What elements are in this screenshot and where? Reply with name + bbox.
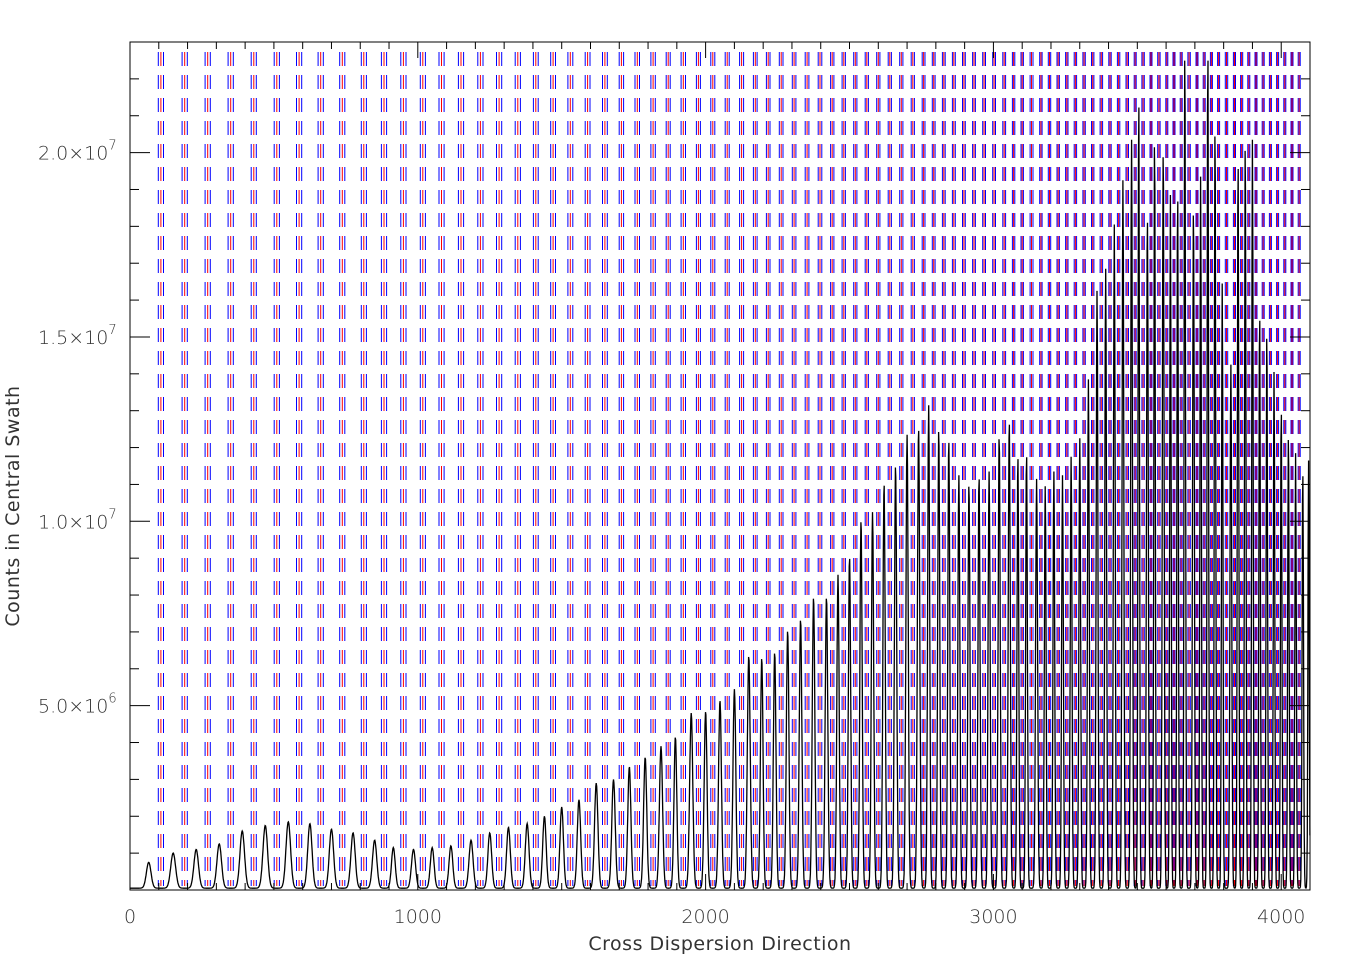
x-axis-title: Cross Dispersion Direction — [588, 933, 851, 955]
x-tick-label: 3000 — [969, 906, 1017, 928]
x-tick-label: 0 — [124, 906, 136, 928]
x-tick-labels: 0 1000 2000 3000 4000 — [124, 906, 1305, 928]
x-tick-label: 1000 — [394, 906, 442, 928]
x-tick-label: 4000 — [1257, 906, 1305, 928]
y-tick-label: 1.0×107 — [38, 507, 117, 533]
x-tick-label: 2000 — [681, 906, 729, 928]
y-tick-labels: 5.0×106 1.0×107 1.5×107 2.0×107 — [38, 139, 117, 718]
y-axis-title: Counts in Central Swath — [2, 385, 24, 626]
profile-curve — [130, 60, 1311, 889]
plot-frame — [129, 41, 1311, 891]
y-tick-label: 5.0×106 — [38, 692, 117, 718]
trace-markers — [157, 52, 1301, 886]
axis-ticks — [129, 41, 1311, 890]
y-tick-label: 1.5×107 — [38, 323, 117, 349]
y-tick-label: 2.0×107 — [38, 139, 117, 165]
profile-layer — [130, 60, 1311, 889]
